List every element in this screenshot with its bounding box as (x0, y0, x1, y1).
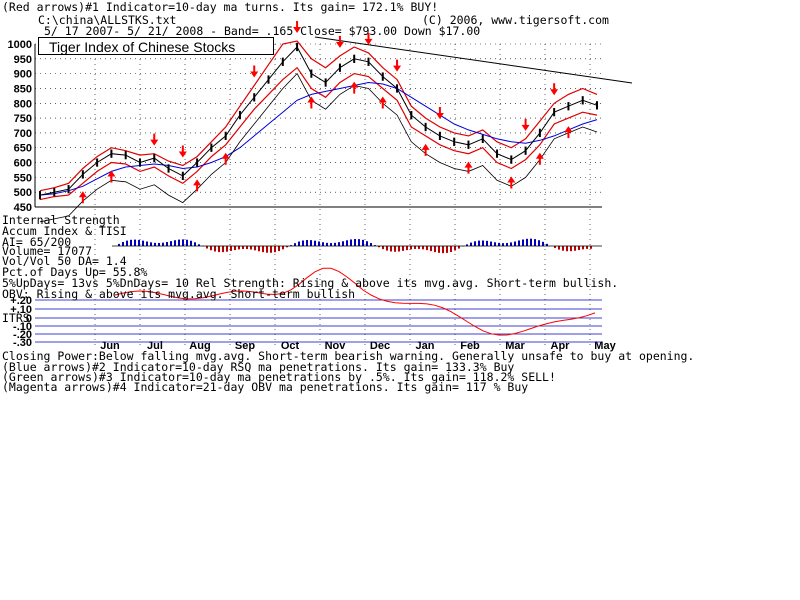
sell-arrow (250, 65, 259, 78)
label-obv: OBV: Rising & above its mvg.avg. Short-t… (2, 287, 356, 301)
y-tick-label: 600 (14, 158, 32, 170)
price-line (39, 46, 598, 196)
footer-line3: (Green arrows)#3 Indicator=10-day ma pen… (2, 370, 556, 384)
header-copyright: (C) 2006, www.tigersoft.com (422, 13, 609, 27)
label-updown: 5%UpDays= 13vs 5%DnDays= 10 Rel Strength… (2, 276, 619, 290)
footer-line4: (Magenta arrows)#4 Indicator=21-day OBV … (2, 380, 529, 394)
month-label: Dec (370, 340, 390, 352)
label-internal-strength: Internal Strength (2, 213, 120, 227)
sell-arrow (178, 145, 187, 158)
month-label: Sep (235, 340, 255, 352)
obv-line (39, 72, 598, 223)
moving-average-line (39, 81, 598, 196)
chart-title: Tiger Index of Chinese Stocks (38, 37, 274, 55)
itrs-tick-label: -.30 (13, 337, 32, 349)
label-accum: Accum Index & TISI (2, 224, 127, 238)
label-ai: AI= 65/200 (2, 235, 72, 249)
buy-arrow (307, 96, 316, 109)
y-tick-label: 450 (14, 202, 32, 214)
y-tick-label: 900 (14, 69, 32, 81)
label-volume: Volume= 17077 (2, 244, 93, 258)
header-line1: (Red arrows)#1 Indicator=10-day ma turns… (2, 0, 439, 14)
y-tick-label: 550 (14, 172, 32, 184)
y-tick-label: 750 (14, 113, 32, 125)
y-tick-label: 650 (14, 143, 32, 155)
y-tick-label: 1000 (8, 39, 32, 51)
trendline (314, 36, 633, 84)
footer-line1: Closing Power:Below falling mvg.avg. Sho… (2, 349, 695, 363)
month-label: May (594, 340, 616, 352)
buy-arrow (107, 170, 116, 183)
buy-arrow (193, 179, 202, 192)
sell-arrow (435, 106, 444, 119)
y-tick-label: 850 (14, 83, 32, 95)
buy-arrow (378, 96, 387, 109)
month-label: Feb (460, 340, 480, 352)
label-pct-up: Pct.of Days Up= 55.8% (2, 265, 148, 279)
header-range: 5/ 17 2007- 5/ 21/ 2008 - Band= .165 Clo… (44, 24, 481, 38)
itrs-label: ITRS (2, 311, 30, 325)
buy-arrow (350, 81, 359, 94)
itrs-tick-label: -.20 (13, 329, 32, 341)
month-label: Apr (551, 340, 571, 352)
y-tick-label: 800 (14, 98, 32, 110)
sell-arrow (293, 21, 302, 34)
month-label: Jan (416, 340, 435, 352)
buy-arrow (421, 143, 430, 156)
itrs-line (114, 267, 596, 336)
upper-band-line (39, 40, 598, 192)
itrs-tick-label: +.20 (10, 295, 32, 307)
month-label: Jun (100, 340, 120, 352)
month-label: Oct (281, 340, 300, 352)
sell-arrow (335, 35, 344, 48)
itrs-tick-label: 0 (26, 313, 32, 325)
itrs-tick-label: -.10 (13, 321, 32, 333)
sell-arrow (521, 118, 530, 131)
header-path: C:\china\ALLSTKS.txt (38, 13, 177, 27)
buy-arrow (507, 176, 516, 189)
y-tick-label: 950 (14, 54, 32, 66)
month-label: Nov (325, 340, 347, 352)
buy-arrow (78, 191, 87, 204)
buy-arrow (221, 152, 230, 165)
sell-arrow (393, 59, 402, 72)
sell-arrow (550, 83, 559, 96)
itrs-tick-label: +.10 (10, 304, 32, 316)
buy-arrow (564, 126, 573, 139)
buy-arrow (535, 152, 544, 165)
sell-arrow (364, 32, 373, 45)
footer-line2: (Blue arrows)#2 Indicator=10-day RSQ ma … (2, 360, 515, 374)
month-label: Mar (505, 340, 525, 352)
y-tick-label: 500 (14, 187, 32, 199)
label-vol-ratio: Vol/Vol 50 DA= 1.4 (2, 254, 127, 268)
sell-arrow (150, 133, 159, 146)
month-label: Jul (147, 340, 163, 352)
buy-arrow (464, 161, 473, 174)
month-label: Aug (189, 340, 210, 352)
y-tick-label: 700 (14, 128, 32, 140)
